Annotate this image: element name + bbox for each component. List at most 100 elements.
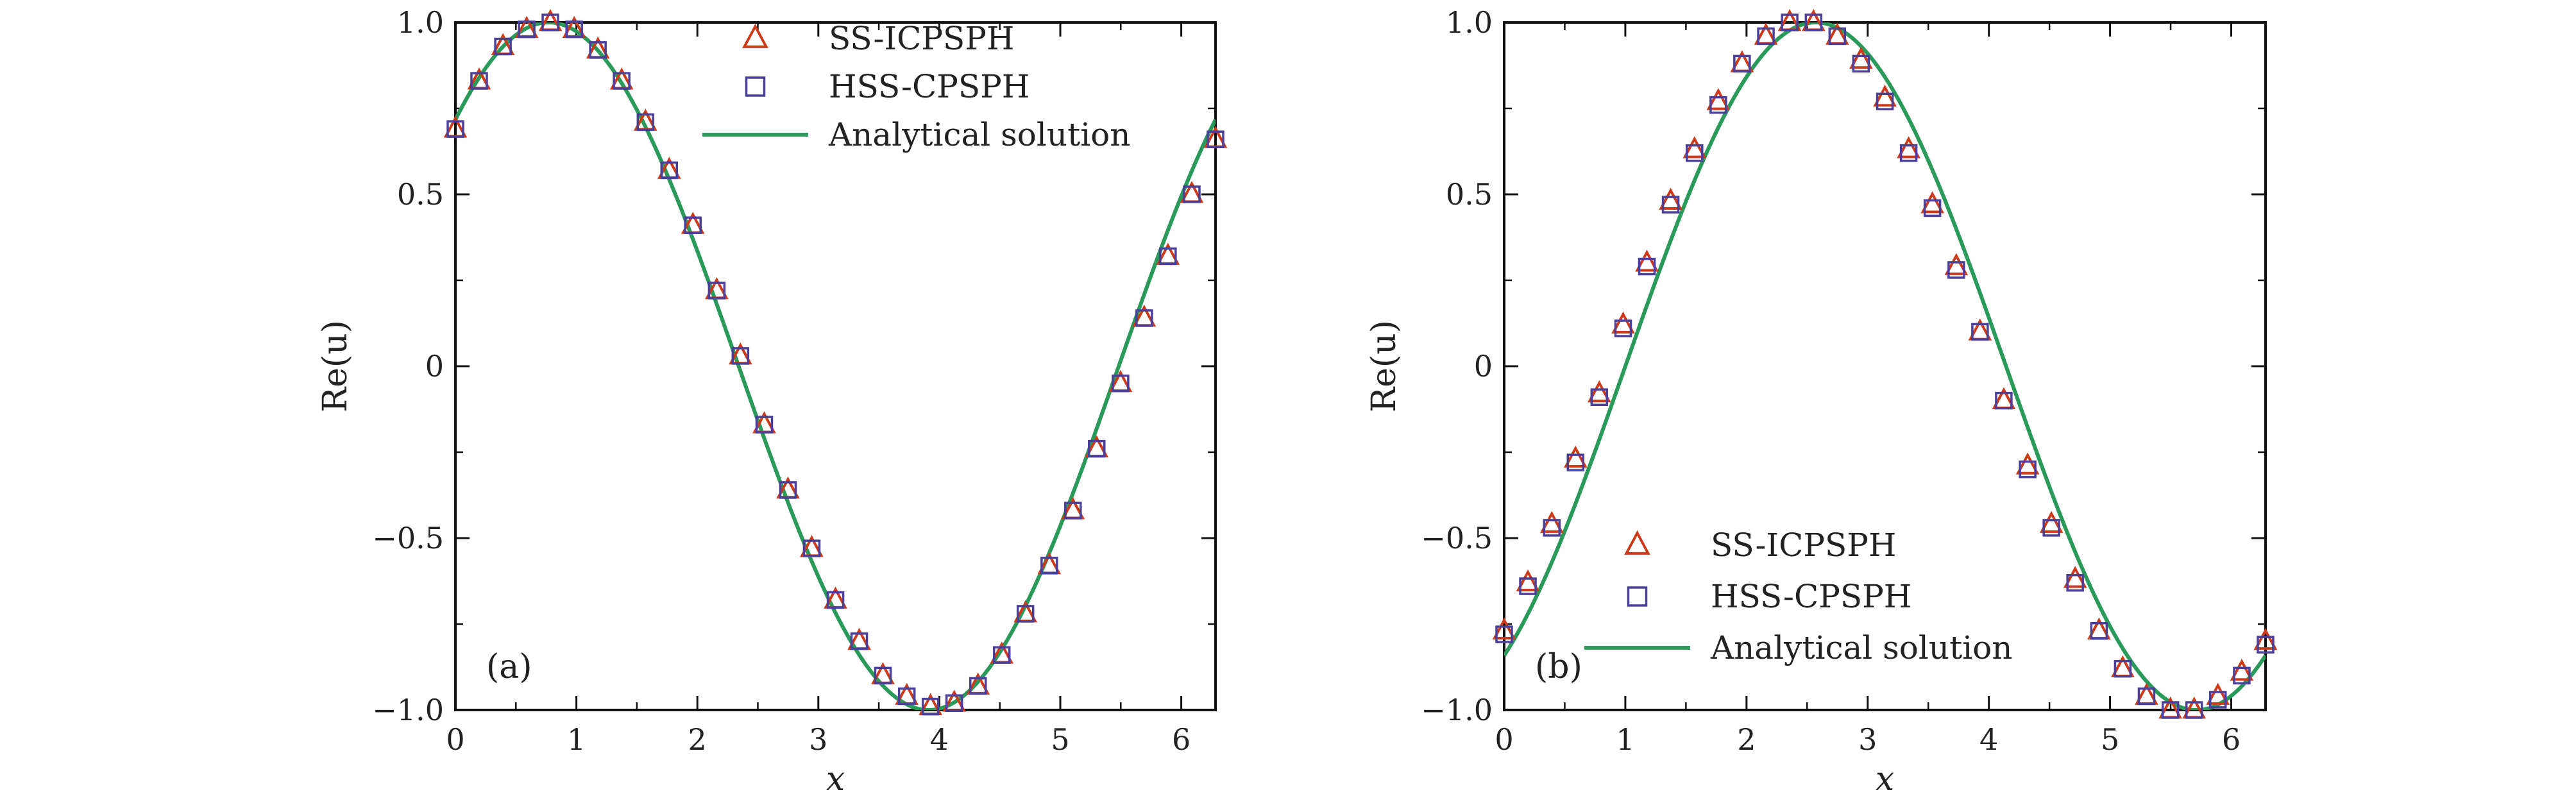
legend-label: HSS-CPSPH <box>829 68 1030 105</box>
hss-cpsph-point <box>1112 375 1130 393</box>
hss-cpsph-point <box>897 687 916 706</box>
ss-icpsph-point <box>2230 659 2254 681</box>
hss-cpsph-point <box>1757 27 1775 46</box>
ss-icpsph-point <box>1635 249 1659 272</box>
hss-cpsph-point <box>1638 257 1656 276</box>
hss-cpsph-point <box>1543 519 1561 537</box>
chart-panel-b: 0 1 2 3 4 5 6 −1.0 −0.5 0 0.5 1.0 x Re(u) SS-ICPSPH HSS… <box>1365 5 2278 799</box>
hss-cpsph-point <box>2066 573 2084 592</box>
hss-cpsph-point <box>684 216 702 234</box>
hss-cpsph-point <box>613 72 631 90</box>
hss-cpsph-point <box>1495 625 1513 643</box>
x-tick-label: 6 <box>1172 722 1191 757</box>
y-tick-label: −1.0 <box>1421 693 1493 727</box>
hss-cpsph-point <box>660 161 679 180</box>
ss-icpsph-point <box>1920 191 1944 214</box>
hss-cpsph-point <box>494 37 512 56</box>
legend-square-icon <box>745 76 766 97</box>
hss-cpsph-point <box>1804 13 1823 31</box>
hss-cpsph-point <box>2233 666 2251 685</box>
hss-cpsph-point <box>2019 461 2037 478</box>
hss-cpsph-point <box>755 416 774 434</box>
hss-cpsph-point <box>1876 92 1894 111</box>
ss-icpsph-point <box>2206 682 2230 705</box>
hss-cpsph-point <box>779 481 797 499</box>
legend-label: SS-ICPSPH <box>829 20 1015 57</box>
hss-cpsph-point <box>850 632 869 650</box>
hss-cpsph-point <box>1733 55 1751 73</box>
legend-label: Analytical solution <box>828 116 1130 153</box>
y-axis-title: Re(u) <box>316 320 355 412</box>
ss-icpsph-point <box>1611 311 1635 334</box>
hss-cpsph-point <box>802 539 821 557</box>
x-axis-title: x <box>826 760 845 799</box>
hss-cpsph-point <box>1016 605 1035 623</box>
x-tick-label: 4 <box>1979 722 1998 757</box>
y-tick-label: −1.0 <box>372 693 444 727</box>
x-tick-label: 2 <box>1737 722 1756 757</box>
hss-cpsph-point <box>945 694 963 713</box>
ss-icpsph-point <box>1849 46 1873 69</box>
hss-cpsph-point <box>1995 391 2013 410</box>
hss-cpsph-point <box>708 282 726 300</box>
y-tick-label: 0 <box>425 349 444 384</box>
hss-cpsph-point <box>969 677 987 695</box>
y-tick-label: 0 <box>1474 349 1493 384</box>
y-tick-label: 0.5 <box>1446 177 1493 212</box>
hss-cpsph-point <box>2161 701 2180 719</box>
hss-cpsph-point <box>2090 621 2108 640</box>
ss-icpsph-point <box>2015 452 2040 475</box>
hss-cpsph-point <box>1614 319 1632 337</box>
hss-cpsph-point <box>1207 130 1224 148</box>
hss-cpsph-point <box>1064 502 1082 520</box>
legend-square-icon <box>1627 586 1648 607</box>
ss-icpsph-point <box>1897 136 1920 158</box>
hss-cpsph-point <box>1519 577 1537 595</box>
ss-icpsph-point <box>1873 84 1897 107</box>
ss-icpsph-point <box>1682 136 1707 158</box>
legend-label: HSS-CPSPH <box>1711 578 1911 615</box>
x-tick-label: 1 <box>567 722 586 757</box>
y-tick-label: 0.5 <box>397 177 444 212</box>
hss-cpsph-point <box>1159 247 1177 266</box>
hss-cpsph-point <box>2137 687 2156 706</box>
y-tick-label: 1.0 <box>1446 5 1493 40</box>
hss-cpsph-point <box>1709 96 1727 114</box>
ss-icpsph-point <box>2063 566 2087 588</box>
hss-cpsph-point <box>518 20 536 38</box>
x-tick-label: 3 <box>809 722 827 757</box>
hss-cpsph-point <box>1183 185 1201 203</box>
hss-cpsph-point <box>1040 557 1058 575</box>
x-tick-label: 4 <box>930 722 949 757</box>
x-tick-label: 1 <box>1616 722 1634 757</box>
hss-cpsph-point <box>1971 323 1989 341</box>
ss-icpsph-point <box>1539 511 1564 533</box>
hss-cpsph-point <box>1923 199 1942 217</box>
legend-triangle-icon <box>742 23 768 48</box>
hss-cpsph-point <box>446 120 464 138</box>
ss-icpsph-point <box>1944 253 1969 275</box>
ss-icpsph-point <box>2039 511 2063 533</box>
legend-label: Analytical solution <box>1710 629 2012 666</box>
hss-cpsph-point <box>589 41 607 59</box>
ss-icpsph-point <box>1563 445 1588 468</box>
hss-cpsph-point <box>874 666 892 685</box>
hss-cpsph-point <box>1686 144 1704 162</box>
panel-label: (a) <box>486 648 532 686</box>
legend-label: SS-ICPSPH <box>1711 527 1897 564</box>
hss-cpsph-point <box>1566 453 1585 471</box>
hss-cpsph-point <box>1590 388 1609 406</box>
hss-cpsph-point <box>636 113 655 131</box>
hss-cpsph-point <box>2208 691 2227 709</box>
hss-cpsph-point <box>2185 701 2203 719</box>
x-tick-label: 2 <box>688 722 707 757</box>
y-tick-label: −0.5 <box>1421 521 1493 555</box>
hss-cpsph-point <box>2042 519 2060 537</box>
panel-label: (b) <box>1535 648 1582 686</box>
hss-cpsph-point <box>1852 55 1870 73</box>
ss-icpsph-point <box>1659 187 1682 210</box>
x-tick-label: 6 <box>2222 722 2241 757</box>
hss-cpsph-point <box>921 697 940 716</box>
ss-icpsph-point <box>2253 627 2278 650</box>
